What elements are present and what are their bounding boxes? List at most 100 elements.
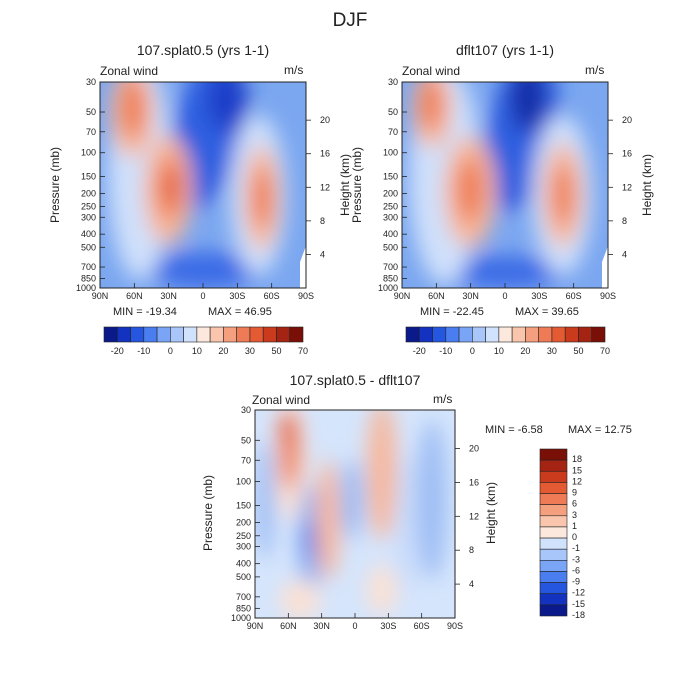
plot3-colorbar-label: -15 [572,599,585,609]
plot1-ytick-label: 1000 [76,283,96,293]
plot3-colorbar-swatch [539,593,568,606]
plot2-ytick-label: 30 [388,77,398,87]
plot2-ytick-label: 700 [383,262,398,272]
plot3-units: m/s [433,392,453,406]
plot2-colorbar-label: 30 [547,346,557,356]
plot2-colorbar-label: 70 [600,346,610,356]
plot1-ytick-label: 50 [86,107,96,117]
plot3-xtick-label: 30S [380,621,396,631]
plot1-xtick-label: 90N [92,291,109,301]
plot2-ytick-label: 70 [388,127,398,137]
plot1-colorbar-label: -10 [137,346,150,356]
plot1-colorbar-swatch [103,326,118,343]
plot3-title: 107.splat0.5 - dflt107 [289,372,421,388]
plot1-ytick-label: 300 [81,212,96,222]
plot3-left-label: Zonal wind [252,393,311,407]
plot2-ytick-label: 50 [388,107,398,117]
plot3-colorbar-swatch [539,548,568,561]
plot1-colorbar-label: -20 [111,346,124,356]
plot3-xtick-label: 90N [247,621,264,631]
plot3-ytick-label: 150 [236,500,251,510]
plot1-colorbar-swatch [262,326,277,343]
plot1-ytick-label: 400 [81,229,96,239]
plot3-colorbar-label: -12 [572,588,585,598]
main-title: DJF [332,10,368,31]
plot3-ytick-label: 50 [241,435,251,445]
plot1-colorbar-swatch [249,326,264,343]
plot2-title: dflt107 (yrs 1-1) [455,42,555,58]
plot3-colorbar-label: -6 [572,565,580,575]
plot1-colorbar-label: 70 [298,346,308,356]
plot3-colorbar-swatch [539,582,568,595]
plot3-colorbar-swatch [539,604,568,617]
plot3-colorbar-label: 12 [572,476,582,486]
plot2-colorbar-swatch [405,326,420,343]
plot2-colorbar-label: 0 [470,346,475,356]
plot1-min: MIN = -19.34 [113,306,177,318]
plot1-ytick-label: 850 [81,273,96,283]
plot1-colorbar-swatch [289,326,304,343]
plot1-ytick-label: 250 [81,202,96,212]
plot3-ytick-label: 500 [236,572,251,582]
plot1-rtick-label: 4 [320,249,325,259]
plot3-colorbar-label: -18 [572,610,585,620]
plot1-colorbar-swatch [130,326,145,343]
plot2-xtick-label: 30S [531,291,547,301]
plot3-xtick-label: 0 [352,621,357,631]
plot2-xtick-label: 30N [462,291,479,301]
plot3-colorbar-label: 0 [572,532,577,542]
plot3-rtick-label: 4 [469,579,474,589]
plot1-xtick-label: 60S [264,291,280,301]
plot2-ytick-label: 150 [383,172,398,182]
plot3-xtick-label: 60N [280,621,297,631]
plot1-xtick-label: 90S [298,291,314,301]
plot3-ytick-label: 700 [236,592,251,602]
plot2-colorbar-swatch [432,326,447,343]
plot2-colorbar-swatch [564,326,579,343]
plot2-max: MAX = 39.65 [515,306,579,318]
plot1-colorbar-swatch [209,326,224,343]
plot3-field [255,410,455,618]
plot3-rtick-label: 20 [469,444,479,454]
plot2-colorbar-swatch [458,326,473,343]
plot3-rtick-label: 8 [469,545,474,555]
plot1-colorbar-swatch [276,326,291,343]
plot2-colorbar-label: 20 [520,346,530,356]
plot2-rtick-label: 20 [622,115,632,125]
plot3-min: MIN = -6.58 [485,424,543,436]
plot2-ytick-label: 100 [383,148,398,158]
plot1-colorbar-label: 30 [245,346,255,356]
plot3-colorbar-swatch [539,526,568,539]
plot2-xtick-label: 90N [394,291,411,301]
plot1-colorbar-label: 0 [168,346,173,356]
plot1-ytick-label: 200 [81,188,96,198]
plot1-units: m/s [284,63,304,77]
plot2-colorbar: -20 -10 0 10 20 30 50 70 [405,326,610,356]
plot2-xtick-label: 90S [600,291,616,301]
axes-layer: 90N 60N 30N 0 30S 60S 90S305070100150200250300… [76,77,632,631]
plot3-colorbar-swatch [539,470,568,483]
plot3-colorbar-swatch [539,459,568,472]
plot3-colorbar-swatch [539,571,568,583]
plot3-ytick-label: 400 [236,559,251,569]
plot3-colorbar-swatch [539,515,568,528]
plot1-colorbar-swatch [183,326,198,343]
plot1-ytick-label: 100 [81,148,96,158]
plot2-ytick-label: 1000 [378,283,398,293]
plot1-rtick-label: 12 [320,182,330,192]
plot1-xtick-label: 0 [200,291,205,301]
plot1-rtick-label: 8 [320,216,325,226]
plot3-xtick-label: 60S [414,621,430,631]
plot1-colorbar-swatch [236,326,251,343]
plot1-ytick-label: 70 [86,127,96,137]
plot3-colorbar-label: -3 [572,554,580,564]
plot3-ytick-label: 70 [241,455,251,465]
plot2-colorbar-label: -10 [439,346,452,356]
plot1-colorbar-swatch [170,326,184,343]
plot3-colorbar-swatch [539,560,568,572]
plot1-colorbar-label: 50 [271,346,281,356]
plot1-rtick-label: 16 [320,149,330,159]
plot3-xtick-label: 90S [447,621,463,631]
